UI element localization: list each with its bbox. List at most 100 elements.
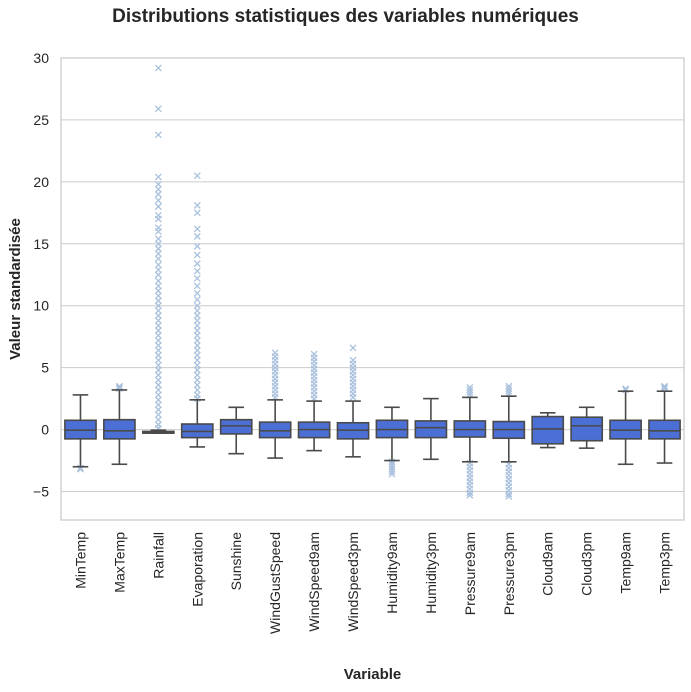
flier-point: [193, 336, 201, 344]
flier-point: [193, 172, 201, 180]
flier-point: [193, 251, 201, 259]
flier-point: [154, 336, 162, 344]
flier-point: [193, 275, 201, 282]
box-WindGustSpeed: [258, 349, 292, 459]
x-tick-label: Pressure3pm: [501, 532, 517, 615]
flier-point: [193, 209, 201, 217]
box-WindSpeed3pm: [336, 344, 370, 458]
flier-point: [505, 382, 513, 390]
flier-point: [193, 327, 201, 334]
flier-point: [154, 396, 162, 404]
flier-point: [154, 196, 162, 204]
y-tick-label: −5: [33, 484, 49, 500]
x-tick-label: Temp9am: [618, 532, 634, 593]
flier-point: [154, 185, 162, 193]
flier-point: [193, 371, 201, 379]
flier-point: [193, 225, 201, 233]
flier-point: [466, 489, 474, 497]
box-iqr: [648, 419, 681, 440]
box-Sunshine: [219, 406, 253, 455]
box-MaxTemp: [103, 382, 136, 466]
flier-point: [193, 331, 201, 339]
x-axis-label: Variable: [344, 666, 402, 683]
flier-point: [154, 277, 162, 285]
y-tick-label: 30: [33, 50, 49, 66]
flier-point: [154, 351, 162, 359]
x-tick-label: WindSpeed3pm: [345, 532, 361, 632]
flier-point: [193, 386, 201, 394]
x-tick-label: Sunshine: [228, 532, 244, 591]
flier-point: [154, 341, 162, 349]
flier-point: [154, 261, 162, 269]
flier-point: [193, 361, 201, 369]
flier-point: [388, 470, 396, 478]
x-tick-label: WindSpeed9am: [306, 532, 322, 632]
flier-point: [388, 468, 396, 476]
flier-point: [154, 250, 162, 258]
flier-point: [154, 416, 162, 424]
flier-point: [505, 387, 513, 395]
x-tick-label: MinTemp: [72, 532, 88, 589]
flier-point: [466, 384, 474, 391]
flier-point: [154, 391, 162, 399]
flier-point: [154, 245, 162, 253]
flier-point: [193, 201, 201, 209]
x-tick-label: WindGustSpeed: [267, 532, 283, 634]
flier-point: [193, 242, 201, 250]
box-WindSpeed9am: [297, 350, 331, 452]
boxes: [64, 64, 681, 500]
box-Humidity3pm: [414, 397, 448, 461]
box-Temp9am: [609, 385, 642, 466]
flier-point: [349, 344, 357, 352]
flier-point: [154, 180, 162, 188]
flier-point: [154, 376, 162, 384]
x-tick-label: MaxTemp: [111, 532, 127, 593]
flier-point: [388, 460, 396, 468]
flier-point: [154, 331, 162, 339]
flier-point: [193, 260, 201, 268]
flier-point: [193, 381, 201, 389]
flier-point: [154, 287, 162, 295]
y-tick-label: 15: [33, 236, 49, 252]
flier-point: [661, 384, 668, 391]
flier-point: [154, 381, 162, 389]
x-tick-label: Rainfall: [150, 532, 166, 579]
chart-title: Distributions statistiques des variables…: [112, 6, 579, 27]
y-ticks: −5 0 5 10 15 20 25 30: [33, 50, 49, 500]
flier-point: [154, 386, 162, 394]
flier-point: [154, 297, 162, 305]
box-Evaporation: [180, 172, 214, 448]
flier-point: [154, 266, 162, 274]
flier-point: [154, 215, 162, 223]
flier-point: [388, 465, 396, 473]
x-tick-label: Pressure9am: [462, 532, 478, 615]
flier-point: [154, 302, 162, 310]
flier-point: [154, 235, 162, 243]
box-iqr: [531, 415, 565, 445]
flier-point: [193, 282, 201, 290]
box-iqr: [103, 418, 136, 440]
box-Pressure3pm: [492, 382, 526, 500]
flier-point: [154, 307, 162, 315]
flier-point: [505, 490, 513, 498]
flier-point: [154, 190, 162, 198]
flier-point: [154, 131, 162, 139]
y-axis-label: Valeur standardisée: [7, 218, 24, 360]
y-tick-label: 25: [33, 112, 49, 128]
flier-point: [466, 388, 474, 396]
flier-point: [505, 385, 513, 393]
flier-point: [193, 322, 201, 329]
flier-point: [193, 232, 201, 240]
x-tick-label: Temp3pm: [657, 532, 673, 593]
flier-point: [466, 386, 474, 394]
flier-point: [193, 312, 201, 320]
x-tick-label: Humidity9am: [384, 532, 400, 614]
y-tick-label: 5: [41, 360, 49, 376]
flier-point: [154, 271, 162, 279]
box-Pressure9am: [453, 384, 487, 499]
flier-point: [193, 346, 201, 354]
flier-point: [193, 341, 201, 349]
flier-point: [193, 351, 201, 359]
box-Rainfall: [141, 64, 175, 434]
